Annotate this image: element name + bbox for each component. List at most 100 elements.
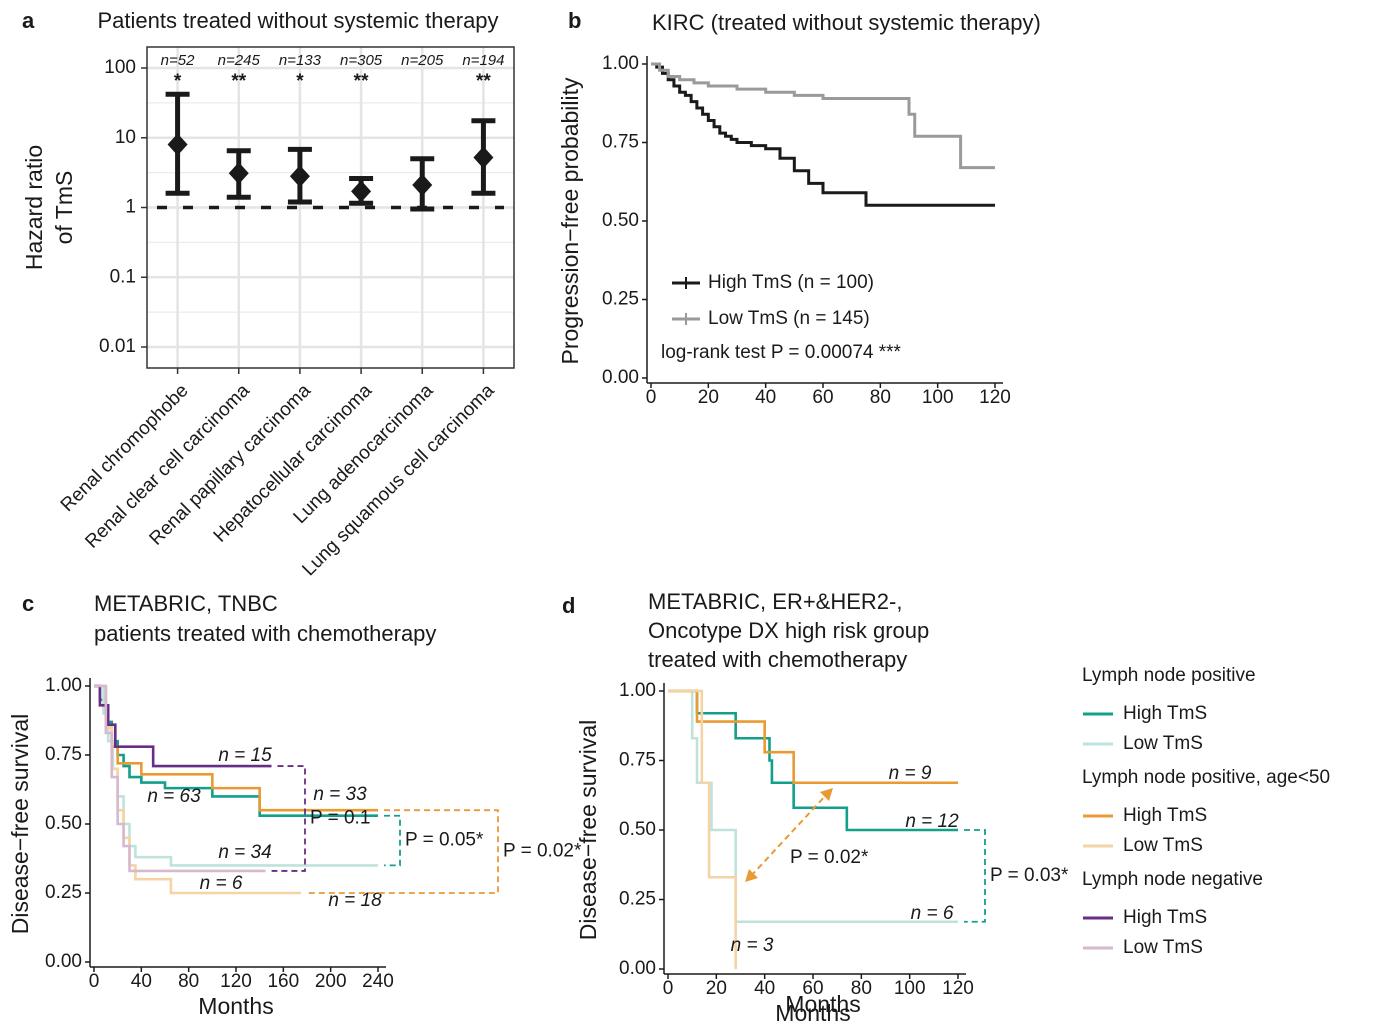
panel-letter: b [568, 8, 581, 33]
p-value: P = 0.05* [405, 830, 484, 851]
x-tick-label: 0 [646, 387, 657, 408]
x-tick-label: 40 [131, 971, 152, 992]
x-tick-label: 20 [698, 387, 719, 408]
panel-letter: c [22, 591, 34, 616]
y-axis-label: Disease−free survival [575, 720, 601, 941]
chart-title: treated with chemotherapy [648, 647, 907, 672]
chart-title: patients treated with chemotherapy [94, 621, 436, 646]
legend-title: Lymph node positive [1082, 665, 1256, 686]
x-tick-label: 80 [870, 387, 891, 408]
y-tick-label: 1.00 [619, 680, 656, 701]
y-tick-label: 0.1 [110, 266, 136, 287]
n-label: n = 63 [147, 786, 201, 807]
survival-curve [651, 62, 995, 170]
annotation: log-rank test P = 0.00074 *** [661, 342, 902, 363]
x-tick-label: 80 [851, 978, 872, 999]
n-label: n=194 [462, 52, 504, 69]
significance: ** [231, 71, 246, 92]
p-value: P = 0.03* [990, 865, 1069, 886]
n-label: n = 34 [218, 842, 271, 863]
x-tick-label: 100 [894, 978, 926, 999]
y-axis-label: Disease−free survival [7, 714, 33, 935]
arrow-head [745, 869, 758, 882]
legend-label: High TmS [1123, 805, 1207, 826]
comparison-arrow [750, 793, 828, 877]
p-value: P = 0.02* [790, 847, 869, 868]
comparison-bracket [307, 809, 499, 894]
legend-title: Lymph node positive, age<50 [1082, 767, 1330, 788]
y-tick-label: 0.50 [45, 813, 82, 834]
survival-curve [94, 684, 272, 768]
x-tick-label: 0 [663, 978, 674, 999]
x-tick-label: 80 [178, 971, 199, 992]
n-label: n = 18 [328, 890, 382, 911]
p-value: P = 0.1 [310, 807, 370, 828]
x-axis-label: Months [198, 993, 273, 1019]
n-label: n = 6 [200, 873, 243, 894]
y-tick-label: 1.00 [45, 675, 82, 696]
x-tick-label: 120 [979, 387, 1011, 408]
point [289, 165, 310, 188]
y-tick-label: 1.00 [602, 53, 639, 74]
y-tick-label: 0.25 [619, 889, 656, 910]
n-label: n = 9 [889, 763, 932, 784]
legend-label: High TmS (n = 100) [708, 272, 874, 293]
y-axis-label: Progression−free probability [557, 77, 583, 365]
y-tick-label: 1 [125, 197, 136, 218]
n-label: n = 3 [731, 935, 774, 956]
n-label: n=205 [401, 52, 444, 69]
chart-title: KIRC (treated without systemic therapy) [652, 10, 1041, 35]
comparison-bracket [964, 829, 986, 923]
x-tick-label: 100 [922, 387, 954, 408]
significance: ** [476, 71, 491, 92]
legend-label: Low TmS [1123, 835, 1203, 856]
y-tick-label: 0.75 [45, 744, 82, 765]
x-tick-label: 120 [942, 978, 974, 999]
x-tick-label: 40 [755, 387, 776, 408]
panel-letter: a [22, 8, 35, 33]
chart-title: METABRIC, ER+&HER2-, [648, 589, 902, 614]
legend-label: High TmS [1123, 907, 1207, 928]
survival-curve [668, 689, 958, 785]
survival-curve [668, 689, 958, 832]
panel-letter: d [562, 593, 575, 618]
n-label: n = 15 [218, 745, 272, 766]
x-tick-label: 60 [812, 387, 833, 408]
y-tick-label: 0.00 [619, 958, 656, 979]
n-label: n = 12 [905, 811, 959, 832]
y-tick-label: 0.00 [45, 951, 82, 972]
n-label: n=133 [279, 52, 322, 69]
survival-curve [651, 62, 995, 207]
y-tick-label: 0.01 [99, 336, 136, 357]
chart-title: Oncotype DX high risk group [648, 618, 929, 643]
legend-title: Lymph node negative [1082, 869, 1263, 890]
chart-title: Patients treated without systemic therap… [97, 8, 498, 33]
x-tick-label: 160 [267, 971, 299, 992]
x-tick-label: 20 [706, 978, 727, 999]
plot-border [146, 46, 515, 369]
y-tick-label: 100 [104, 57, 136, 78]
x-tick-label: 240 [362, 971, 394, 992]
survival-curve [94, 684, 378, 867]
arrow-head [820, 788, 833, 801]
significance: * [174, 71, 182, 92]
y-tick-label: 0.75 [602, 132, 639, 153]
y-axis-label: Hazard ratio [21, 145, 47, 270]
point [167, 133, 188, 156]
significance: ** [354, 71, 369, 92]
point [351, 180, 372, 203]
x-tick-label: 120 [220, 971, 252, 992]
legend-label: Low TmS [1123, 937, 1203, 958]
y-tick-label: 0.25 [602, 289, 639, 310]
y-tick-label: 0.75 [619, 750, 656, 771]
survival-curve [668, 689, 737, 969]
y-tick-label: 0.25 [45, 882, 82, 903]
y-tick-label: 0.00 [602, 367, 639, 388]
y-tick-label: 0.50 [602, 210, 639, 231]
chart-title: METABRIC, TNBC [94, 591, 278, 616]
y-axis-label: of TmS [51, 171, 77, 245]
p-value: P = 0.02* [503, 841, 582, 862]
x-tick-label: 60 [802, 978, 823, 999]
x-tick-label: 200 [315, 971, 347, 992]
